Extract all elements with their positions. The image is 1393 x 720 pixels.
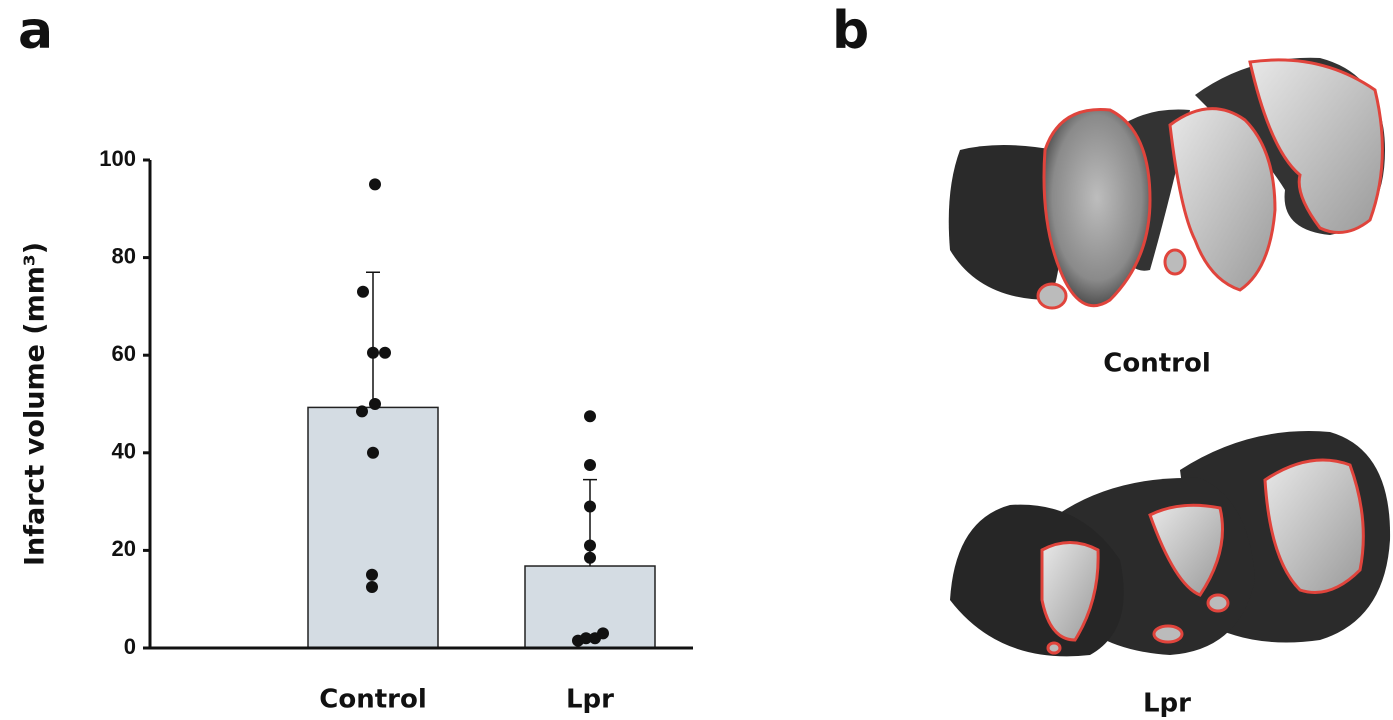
y-tick-label: 80 [112,243,136,268]
y-tick-label: 40 [112,439,136,464]
data-point [584,410,596,423]
data-point [597,627,609,640]
panel-label: b [832,1,869,61]
data-point [584,500,596,513]
data-point [356,405,368,418]
lpr-image [950,431,1391,657]
data-point [584,539,596,552]
data-point [369,398,381,410]
data-point [367,446,379,459]
data-point [357,285,369,298]
image-label: Control [1103,349,1210,379]
y-tick-label: 60 [112,341,136,366]
y-tick-label: 0 [124,634,136,659]
data-point [379,346,391,359]
control-image [948,57,1385,310]
data-point [580,632,592,645]
y-tick-label: 100 [99,146,136,171]
panel-label: a [18,1,53,61]
y-tick-label: 20 [112,536,136,561]
x-tick-label: Control [319,685,426,715]
image-label: Lpr [1143,689,1191,719]
data-point [584,551,596,564]
x-tick-label: Lpr [566,685,614,715]
y-axis-label: Infarct volume (mm³) [20,242,51,566]
data-point [367,346,379,359]
bar [307,406,439,649]
data-point [584,459,596,471]
data-point [366,581,378,593]
data-point [366,568,378,581]
data-point [369,178,381,191]
